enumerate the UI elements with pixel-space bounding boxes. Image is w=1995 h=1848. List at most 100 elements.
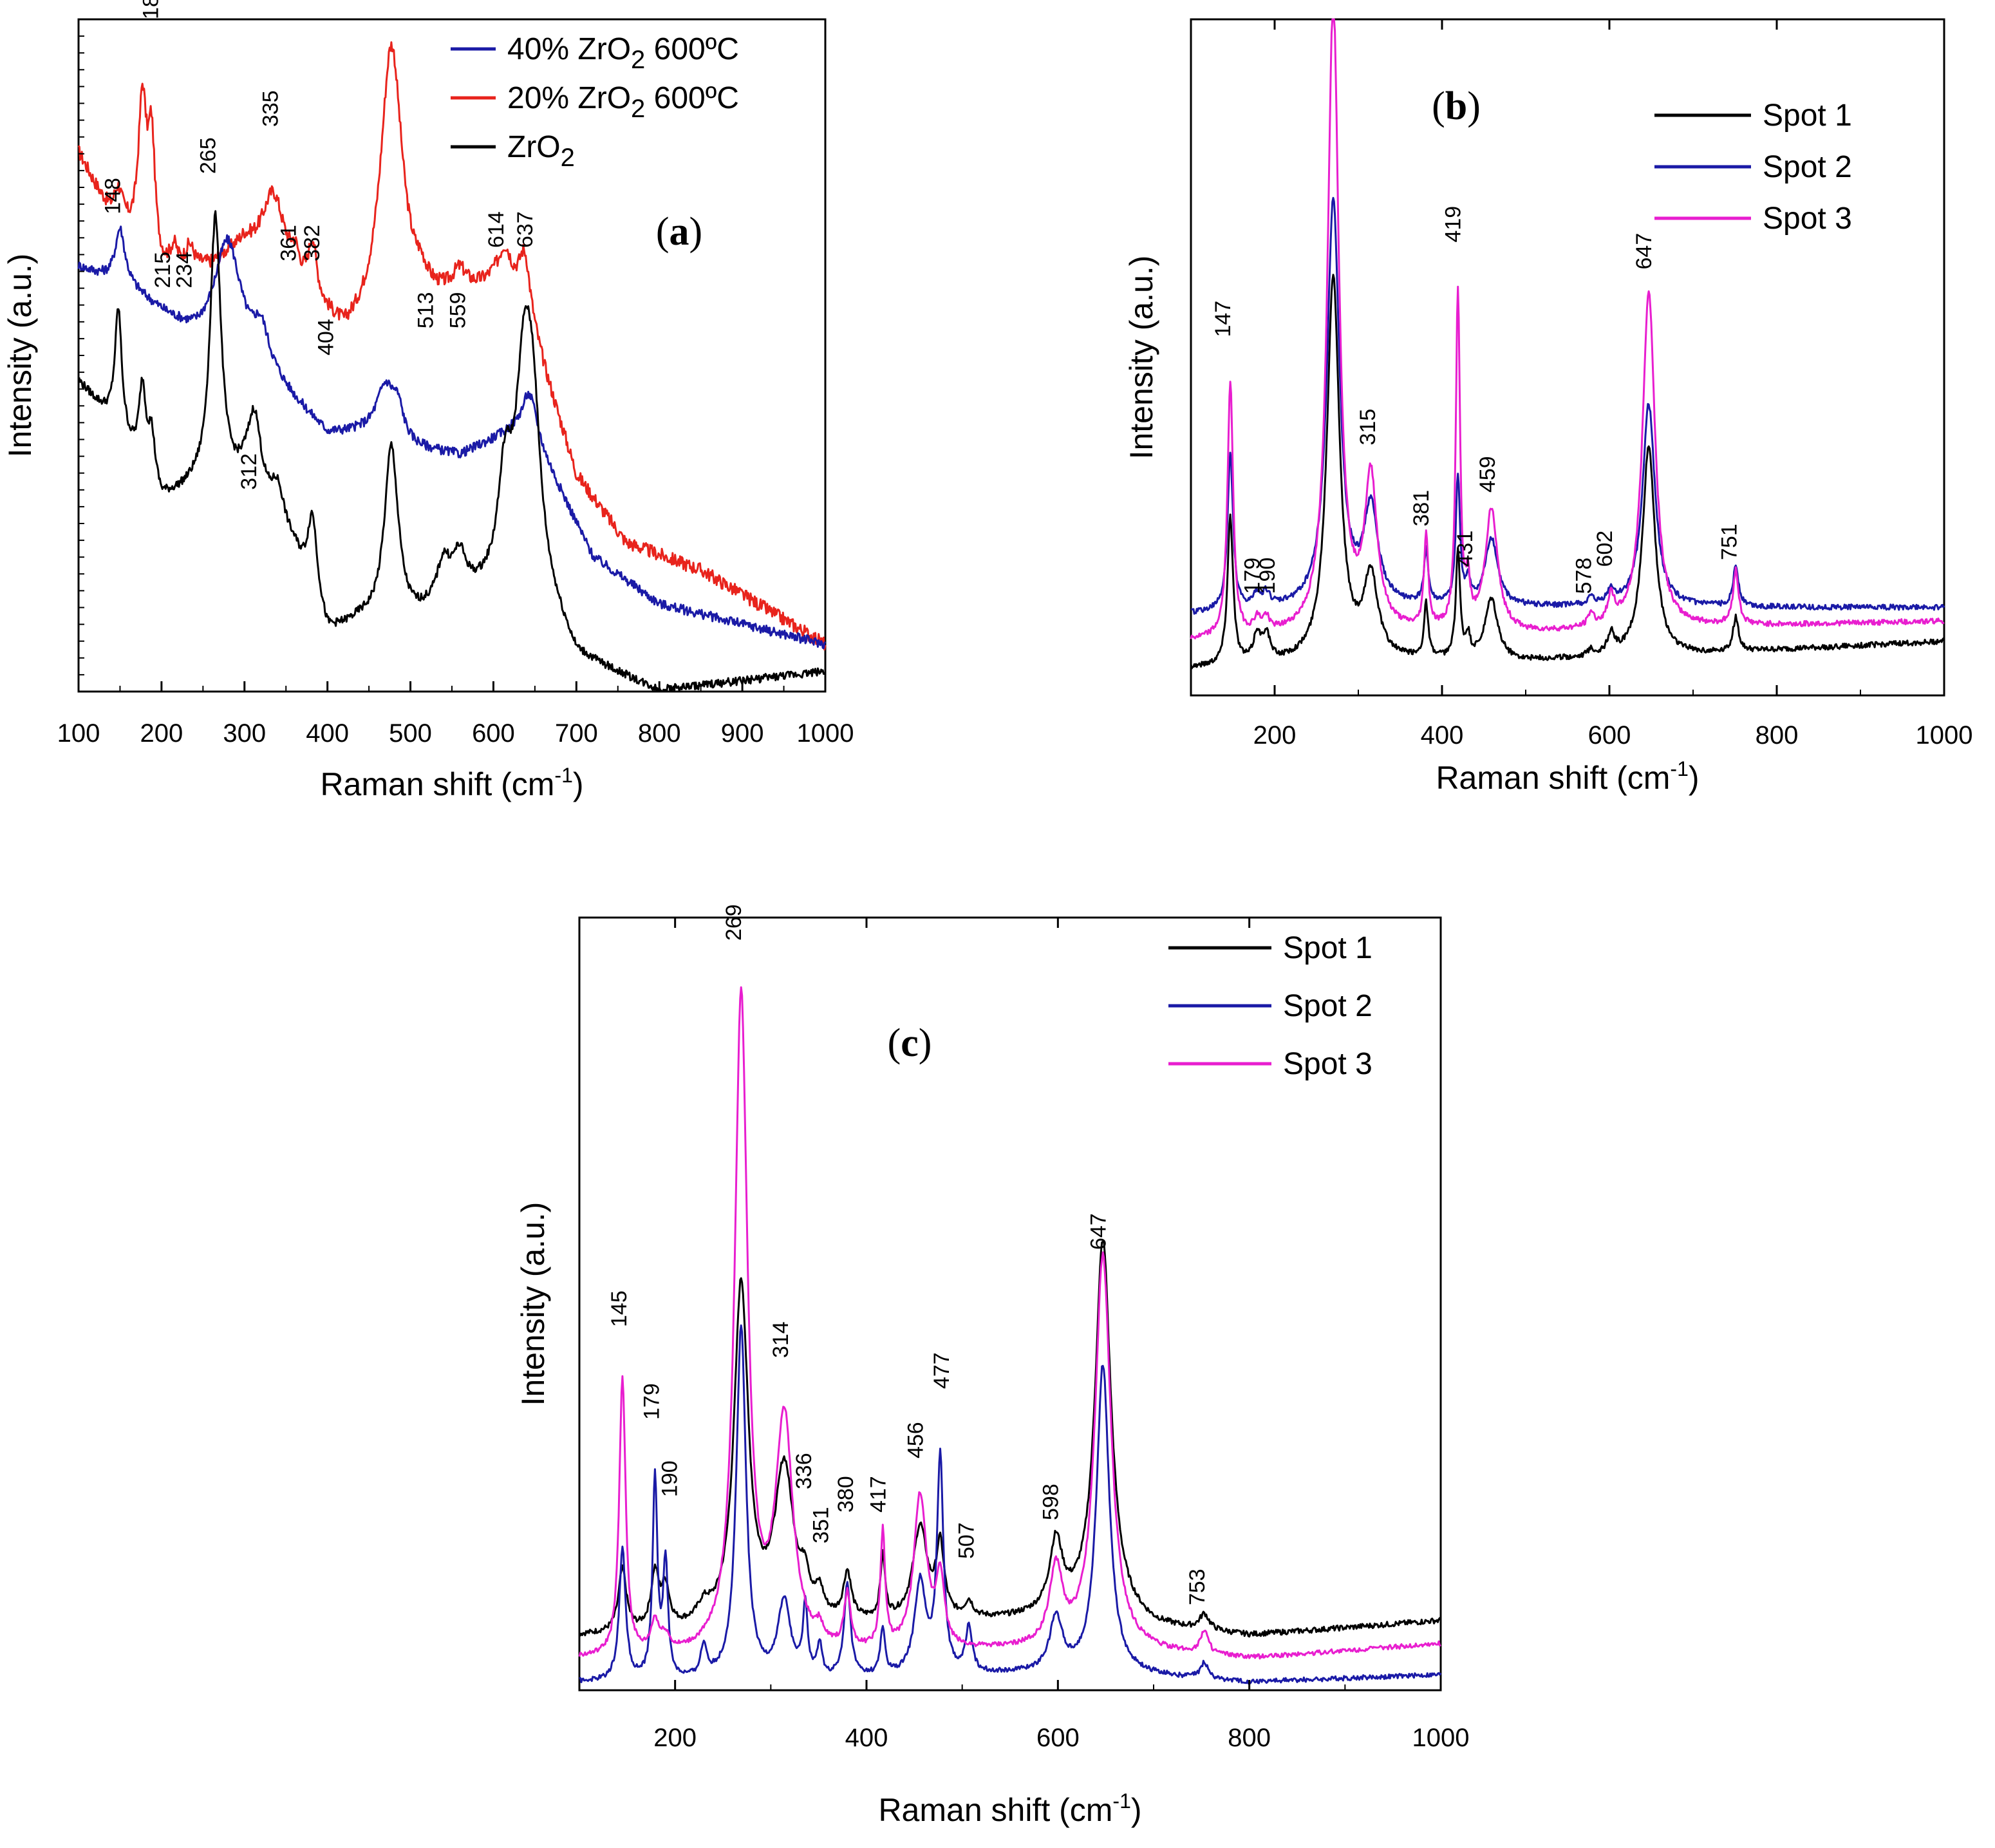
series-line-3	[578, 986, 1441, 1660]
legend-label: Spot 3	[1763, 202, 1852, 236]
peak-label: 265	[196, 137, 221, 174]
panel-label-open: (	[1432, 84, 1445, 128]
series-line-1	[77, 41, 827, 651]
peak-label: 559	[446, 292, 471, 329]
peak-label: 147	[1211, 301, 1235, 337]
x-tick-label: 1000	[797, 719, 854, 748]
x-tick-label: 500	[389, 719, 432, 748]
x-tick-label: 1000	[1412, 1724, 1470, 1752]
legend-label: Spot 2	[1283, 989, 1372, 1023]
x-axis-title-main: Raman shift (cm	[1436, 760, 1670, 796]
x-tick-label: 800	[1756, 721, 1799, 750]
peak-label: 404	[314, 319, 339, 355]
peak-label: 751	[1718, 523, 1742, 560]
series-line-2	[77, 225, 827, 650]
x-axis-title: Raman shift (cm-1)	[1436, 757, 1699, 796]
peak-label: 578	[1571, 558, 1596, 594]
x-tick-label: 900	[721, 719, 764, 748]
panel-label-letter: a	[670, 210, 689, 254]
peak-label: 431	[1453, 531, 1477, 567]
peak-label: 381	[1409, 490, 1434, 527]
panel-b: 200 400 600 800 1000 Raman shift (cm-1) Intens…	[1123, 18, 1973, 796]
panel-label-close: )	[1467, 84, 1481, 128]
peak-label: 148	[100, 178, 125, 214]
x-tick-label: 700	[555, 719, 598, 748]
peak-label: 507	[955, 1522, 979, 1559]
legend-label-main: 40% ZrO	[507, 32, 631, 66]
panel-label-open: (	[888, 1021, 901, 1065]
peak-label: 269	[722, 904, 746, 941]
legend-label: 20% ZrO2 600ºC	[507, 81, 739, 123]
x-tick-label: 400	[845, 1724, 888, 1752]
peak-label: 459	[1475, 456, 1500, 493]
legend-label: ZrO2	[507, 130, 575, 172]
peak-label: 637	[513, 211, 538, 248]
peak-label: 598	[1038, 1484, 1063, 1520]
peak-label: 215	[151, 252, 175, 288]
legend-label-main: Spot 3	[1763, 202, 1852, 236]
legend-label-main: Spot 2	[1763, 150, 1852, 184]
legend-label-main: 20% ZrO	[507, 81, 631, 115]
legend-label-main: Spot 3	[1283, 1047, 1372, 1081]
peak-label: 456	[904, 1422, 928, 1458]
x-tick-label: 200	[140, 719, 183, 748]
panel-c: 200 400 600 800 1000 Raman shift (cm-1) Intens…	[515, 904, 1469, 1828]
panel-label: (b)	[1432, 84, 1481, 128]
peak-label: 417	[866, 1476, 891, 1513]
legend-label: Spot 3	[1283, 1047, 1372, 1081]
plot-frame	[578, 916, 1442, 1692]
legend-label: 40% ZrO2 600ºC	[507, 32, 739, 74]
x-axis-title-sup: -1	[1112, 1789, 1130, 1813]
series-line-2	[579, 1324, 1442, 1684]
peak-label: 335	[258, 90, 283, 127]
legend-label-sub: 2	[631, 95, 645, 123]
legend-label-tail: 600ºC	[645, 81, 739, 115]
plot-frame	[1190, 18, 1945, 697]
x-tick-label: 600	[472, 719, 515, 748]
x-axis-title-sup: -1	[1670, 757, 1688, 780]
peak-label: 513	[413, 292, 438, 329]
x-tick-label: 800	[638, 719, 681, 748]
peak-label: 647	[1087, 1213, 1111, 1250]
legend-label: Spot 1	[1283, 931, 1372, 965]
series-line-3	[77, 210, 826, 693]
peak-label: 190	[1255, 558, 1280, 594]
legend-label-main: Spot 2	[1283, 989, 1372, 1023]
panel-label-letter: b	[1445, 84, 1467, 128]
legend-label-sub: 2	[631, 46, 645, 74]
legend-label-main: ZrO	[507, 130, 561, 164]
x-tick-label: 1000	[1916, 721, 1973, 750]
panel-label: (a)	[656, 210, 702, 254]
series-line-2	[1190, 196, 1945, 615]
peak-label: 188	[139, 0, 164, 19]
peak-label: 351	[809, 1507, 834, 1543]
x-tick-label: 800	[1228, 1724, 1271, 1752]
panel-label-close: )	[919, 1021, 932, 1065]
y-axis-title: Intensity (a.u.)	[1123, 256, 1159, 460]
y-axis-title: Intensity (a.u.)	[2, 254, 38, 458]
x-tick-label: 400	[306, 719, 349, 748]
legend-label-main: Spot 1	[1283, 931, 1372, 965]
y-axis-title: Intensity (a.u.)	[515, 1202, 551, 1406]
x-tick-label: 600	[1036, 1724, 1080, 1752]
x-axis-title-main: Raman shift (cm	[320, 766, 554, 802]
peak-label: 314	[769, 1321, 793, 1358]
x-tick-label: 200	[653, 1724, 697, 1752]
series-line-3	[1190, 18, 1945, 639]
legend-label-sub: 2	[561, 144, 575, 172]
panel-label-letter: c	[901, 1021, 919, 1065]
peak-label: 179	[1241, 558, 1265, 594]
x-tick-label: 200	[1253, 721, 1297, 750]
x-axis-title: Raman shift (cm-1)	[878, 1789, 1141, 1828]
series-line-1	[1190, 274, 1945, 670]
x-axis-title-end: )	[1689, 760, 1700, 796]
legend-label-tail: 600ºC	[645, 32, 739, 66]
panel-a: 100 200 300 400 500 600 700 800 900 1000 Raman shi…	[2, 0, 854, 802]
panel-label: (c)	[888, 1021, 932, 1065]
peak-label: 361	[277, 225, 301, 261]
x-axis-title-end: )	[1131, 1792, 1142, 1828]
x-tick-label: 300	[223, 719, 266, 748]
x-tick-label: 400	[1421, 721, 1464, 750]
peak-label: 614	[484, 211, 509, 248]
